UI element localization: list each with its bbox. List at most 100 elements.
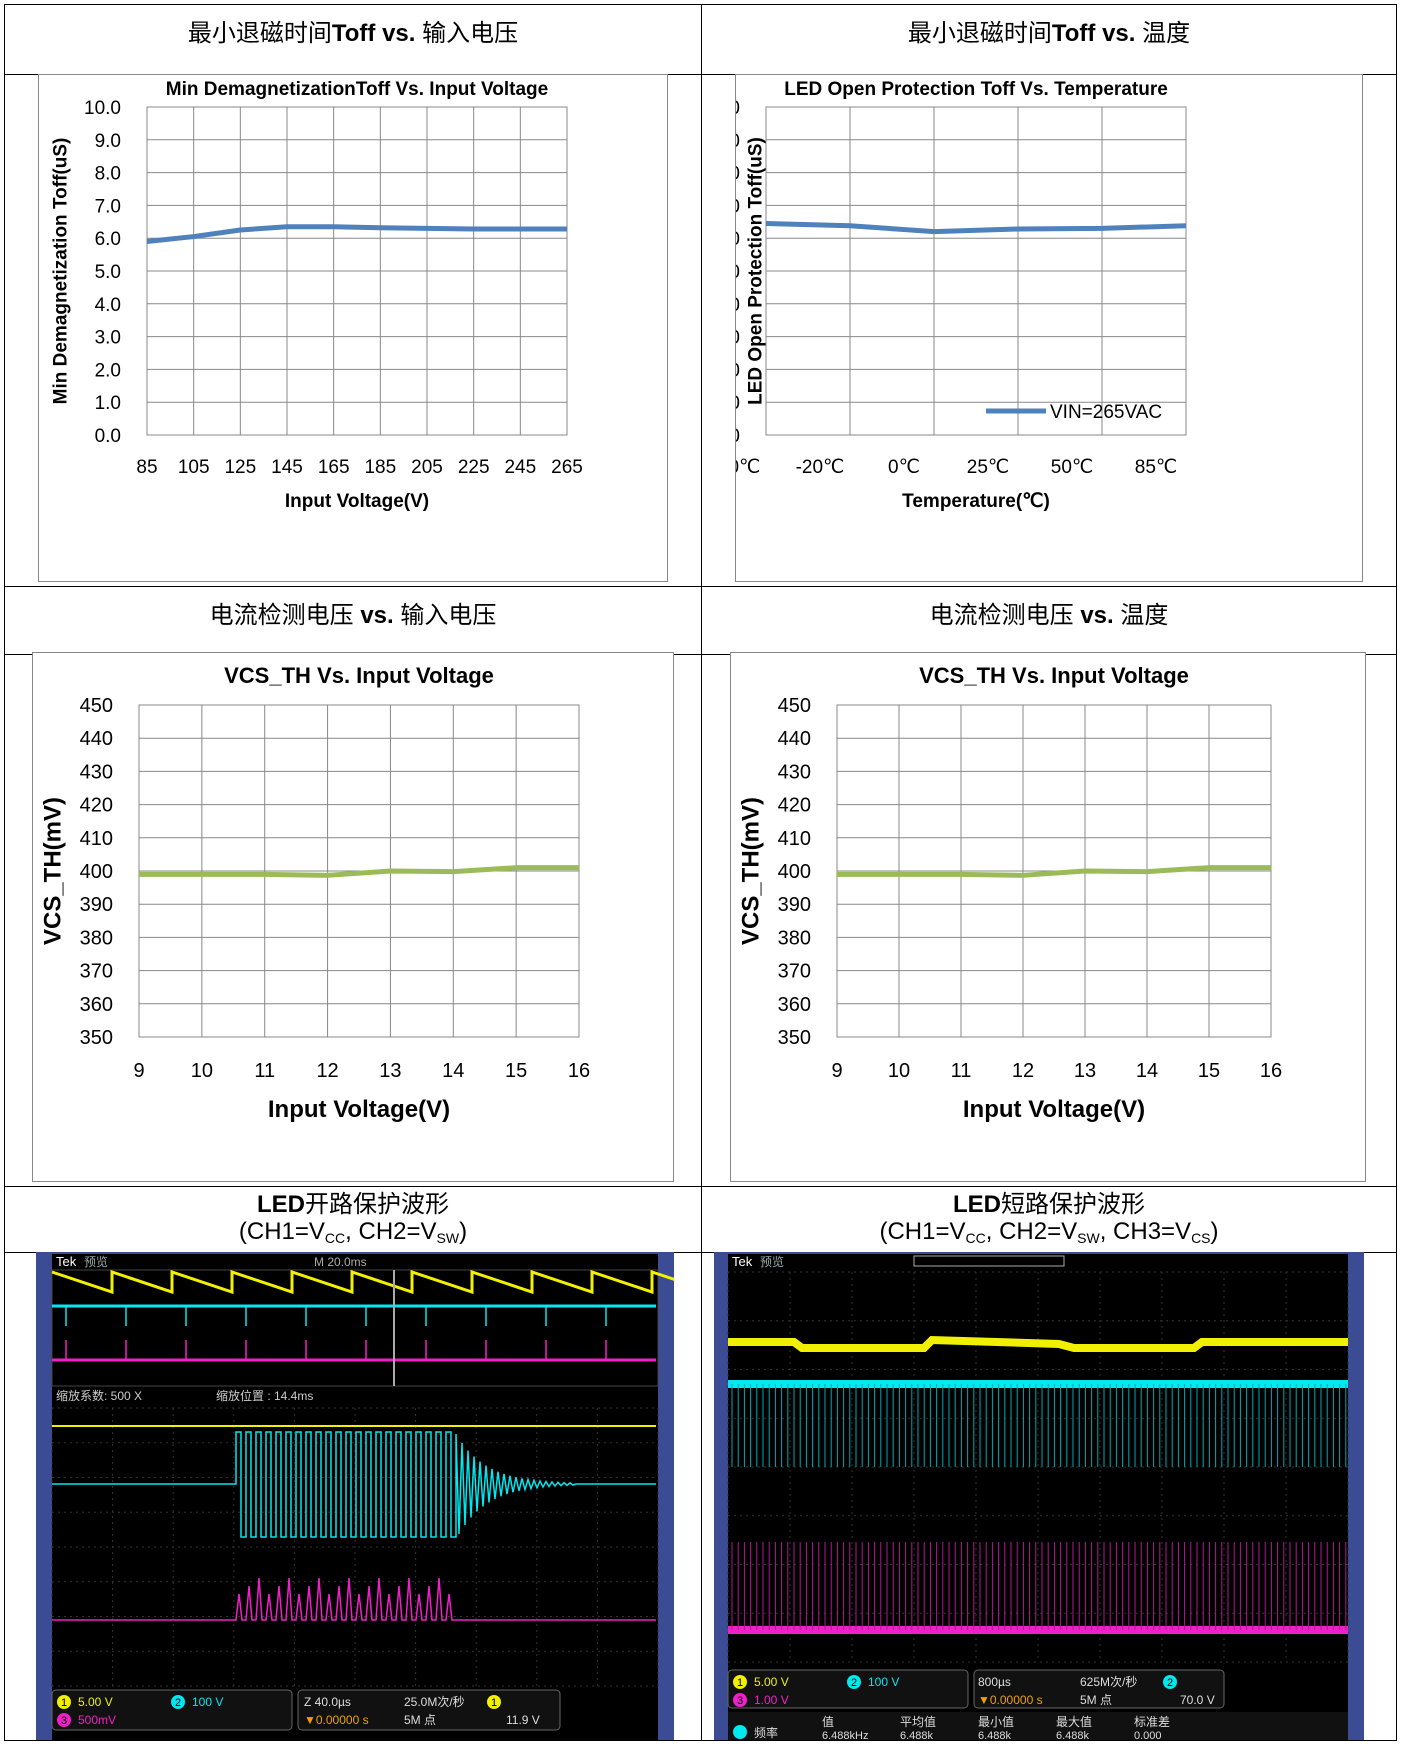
- y-tick-label: 370: [778, 961, 811, 983]
- ch1-trace: [728, 1335, 1348, 1352]
- header-text: 温度: [1113, 602, 1169, 629]
- data-point: [333, 226, 335, 228]
- data-point: [765, 222, 767, 224]
- chart-cell-2: [702, 75, 1397, 587]
- trigger-position: ▼0.00000 s: [304, 1713, 369, 1727]
- chart-cell-1: [5, 75, 702, 587]
- chart-toff-temp: LED Open Protection Toff Vs. Temperature…: [703, 74, 1363, 582]
- header-bold: LED: [953, 1191, 1001, 1218]
- report-table: 最小退磁时间Toff vs. 输入电压 最小退磁时间Toff vs. 温度 电流…: [4, 4, 1397, 1741]
- data-point: [1022, 874, 1024, 876]
- x-tick-label: 165: [318, 457, 350, 478]
- data-point: [849, 225, 851, 227]
- header-bold: Toff vs.: [331, 20, 416, 47]
- y-tick-label: 380: [80, 927, 113, 949]
- y-tick-label: 8.0: [95, 164, 121, 185]
- scope-screen: Tek 预览 1 5.00 V 2 100 V 3 1.00 V 800µs ▼…: [727, 1254, 1349, 1742]
- x-tick-label: 16: [568, 1060, 590, 1082]
- y-tick-label: 360: [80, 994, 113, 1016]
- x-tick-label: 225: [458, 457, 490, 478]
- sample-rate: 625M次/秒: [1080, 1675, 1137, 1689]
- y-tick-label: 8.0: [736, 164, 740, 185]
- data-point: [473, 228, 475, 230]
- chart-svg: Min DemagnetizationToff Vs. Input Voltag…: [51, 79, 583, 512]
- x-tick-label: 145: [271, 457, 303, 478]
- measurement-header: 标准差: [1134, 1715, 1170, 1729]
- oscilloscope-open-protect: Tek 预览 M 20.0ms 缩放系数: 500 X 缩放位置 : 14.4m…: [36, 1252, 713, 1740]
- y-tick-label: 390: [80, 894, 113, 916]
- header-text: 最小退磁时间: [907, 20, 1052, 47]
- header-cell-vcs-vs-input: 电流检测电压 vs. 输入电压: [5, 587, 702, 655]
- y-tick-label: 5.0: [95, 262, 121, 283]
- data-point: [193, 236, 195, 238]
- data-point: [1146, 871, 1148, 873]
- y-tick-label: 10.0: [84, 98, 121, 119]
- ch1-scale: 5.00 V: [78, 1695, 113, 1709]
- scope-brand: Tek: [732, 1254, 753, 1269]
- scope-mode: 预览: [84, 1254, 108, 1269]
- trigger-level: 11.9 V: [506, 1713, 540, 1727]
- header-channels: (CH1=VCC, CH2=VSW, CH3=VCS): [879, 1218, 1218, 1246]
- header-cell-short-protect: LED短路保护波形 (CH1=VCC, CH2=VSW, CH3=VCS): [702, 1187, 1397, 1253]
- y-tick-label: 2.0: [95, 360, 121, 381]
- y-tick-label: 4.0: [736, 295, 740, 316]
- y-tick-label: 420: [778, 795, 811, 817]
- x-tick-label: 13: [379, 1060, 401, 1082]
- channel-text: , CH2=V: [345, 1218, 437, 1245]
- x-axis-title: Temperature(℃): [902, 491, 1050, 512]
- header-cell-toff-vs-input: 最小退磁时间Toff vs. 输入电压: [5, 5, 702, 75]
- y-axis-title: VCS_TH(mV): [40, 797, 67, 945]
- channel-sub: CC: [965, 1230, 986, 1246]
- x-tick-label: 11: [254, 1060, 275, 1082]
- header-bold: vs.: [360, 602, 394, 629]
- y-tick-label: 420: [80, 795, 113, 817]
- y-tick-label: 400: [80, 861, 113, 883]
- channel-sub: SW: [436, 1230, 460, 1246]
- y-tick-label: 1.0: [95, 393, 121, 414]
- y-tick-label: 450: [80, 695, 113, 717]
- timebase: 800µs: [978, 1675, 1011, 1689]
- y-tick-label: 0.0: [95, 426, 121, 447]
- header-text: 短路保护波形: [1001, 1191, 1145, 1218]
- header-text: 电流检测电压: [209, 602, 361, 629]
- x-tick-label: 25℃: [967, 457, 1009, 478]
- header-text: 电流检测电压: [929, 602, 1081, 629]
- trigger-channel: 1: [491, 1697, 497, 1709]
- y-tick-label: 5.0: [736, 262, 740, 283]
- data-point: [426, 227, 428, 229]
- data-point: [933, 231, 935, 233]
- y-tick-label: 6.0: [736, 229, 740, 250]
- header-bold: vs.: [1080, 602, 1114, 629]
- x-tick-label: 205: [411, 457, 443, 478]
- data-point: [327, 874, 329, 876]
- y-tick-label: 2.0: [736, 360, 740, 381]
- oscilloscope-short-protect: Tek 预览 1 5.00 V 2 100 V 3 1.00 V 800µs ▼…: [714, 1252, 1364, 1742]
- data-point: [1084, 870, 1086, 872]
- y-tick-label: 3.0: [736, 328, 740, 349]
- y-axis-title: LED Open Protection Toff(uS): [746, 137, 767, 405]
- header-text: 输入电压: [393, 602, 497, 629]
- x-tick-label: 10: [191, 1060, 213, 1082]
- y-axis-title: Min Demagnetization Toff(uS): [51, 138, 72, 405]
- ch1-scale: 5.00 V: [754, 1675, 789, 1689]
- x-tick-label: 85: [136, 457, 157, 478]
- measurement-label: 频率: [754, 1725, 778, 1740]
- x-tick-label: 185: [364, 457, 396, 478]
- x-tick-label: 105: [178, 457, 210, 478]
- x-tick-label: -20℃: [796, 457, 845, 478]
- ch3-scale: 1.00 V: [754, 1693, 789, 1707]
- y-tick-label: 9.0: [736, 131, 740, 152]
- data-point: [389, 870, 391, 872]
- ch2-scale: 100 V: [868, 1675, 899, 1689]
- header-cell-toff-vs-temp: 最小退磁时间Toff vs. 温度: [702, 5, 1397, 75]
- data-point: [138, 873, 140, 875]
- x-tick-label: 16: [1260, 1060, 1282, 1082]
- legend-label: VIN=265VAC: [1050, 402, 1162, 423]
- x-tick-label: 12: [1012, 1060, 1034, 1082]
- x-axis-title: Input Voltage(V): [285, 491, 429, 512]
- x-tick-label: 0℃: [888, 457, 920, 478]
- record-length: 5M 点: [1080, 1693, 1112, 1707]
- data-point: [452, 871, 454, 873]
- y-tick-label: 430: [80, 761, 113, 783]
